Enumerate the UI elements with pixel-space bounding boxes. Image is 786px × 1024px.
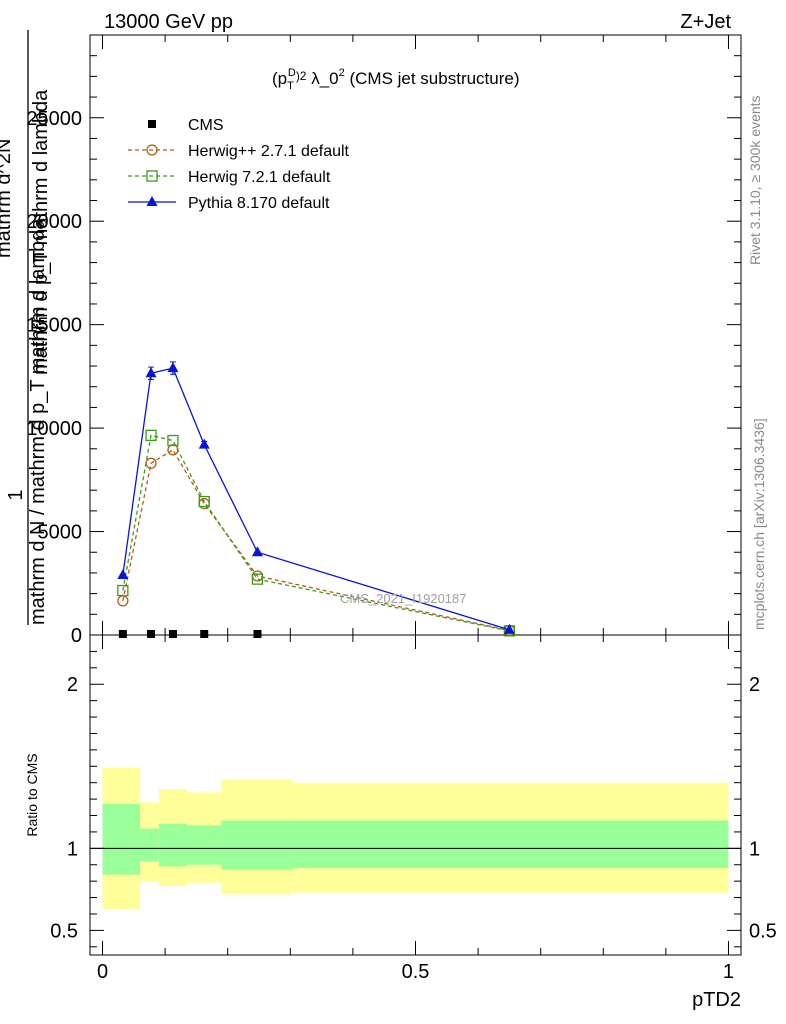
y-tick-label: 15000 — [26, 315, 82, 337]
ratio-tick-label: 1 — [67, 838, 78, 860]
data-point — [118, 630, 127, 638]
ratio-band-inner — [221, 820, 294, 870]
rivet-label: Rivet 3.1.10, ≥ 300k events — [747, 95, 763, 265]
ratio-tick-label-right: 2 — [749, 674, 760, 696]
ratio-tick-label: 2 — [67, 674, 78, 696]
plot-title: (pTD)2 λ_02 (CMS jet substructure) — [272, 67, 520, 92]
data-point — [145, 367, 157, 378]
y-label-top: mathrm d^2N — [0, 139, 15, 258]
data-point — [167, 362, 179, 373]
data-point — [146, 170, 158, 182]
main-y-label: 1 mathrm d N / mathrm d p_T mathrm d lam… — [0, 30, 52, 625]
x-tick-label: 0.5 — [402, 961, 430, 983]
legend-label: CMS — [188, 117, 224, 134]
y-tick-label: 5000 — [38, 522, 83, 544]
ratio-tick-label-right: 1 — [749, 838, 760, 860]
ratio-band-inner — [187, 825, 222, 865]
data-point — [198, 495, 210, 508]
watermark: CMS_2021_I1920187 — [340, 591, 467, 606]
data-point — [146, 144, 158, 156]
data-point — [117, 569, 129, 579]
y-tick-label: 10000 — [26, 418, 82, 440]
main-y-ticks: 0 5000 10000 15000 20000 25000 — [26, 55, 741, 647]
data-point — [167, 444, 179, 456]
y-tick-label: 20000 — [26, 211, 82, 233]
header-left: 13000 GeV pp — [104, 11, 233, 33]
data-point — [145, 429, 157, 441]
series-3 — [117, 361, 515, 634]
data-point — [147, 630, 156, 638]
ratio-y-label: Ratio to CMS — [24, 753, 40, 836]
x-axis-label: pTD2 — [692, 989, 741, 1011]
y-label-top2: mathrm d p_T mathrm d lambda — [30, 89, 52, 375]
x-ticks: 0 0.5 1 — [97, 35, 734, 983]
data-point — [503, 623, 515, 634]
x-tick-label: 0 — [97, 961, 108, 983]
header-right: Z+Jet — [680, 11, 731, 33]
y-label-bottom: mathrm d N / mathrm d p_T mathrm d lambd… — [27, 218, 49, 625]
ratio-band-inner — [293, 820, 729, 869]
ratio-bands — [102, 767, 729, 910]
data-point — [253, 630, 262, 638]
data-point — [117, 584, 129, 597]
data-point — [146, 196, 158, 206]
legend-label: Pythia 8.170 default — [188, 195, 330, 212]
legend: CMS Herwig++ 2.7.1 default Herwig 7.2.1 de… — [128, 117, 350, 212]
data-point — [148, 120, 156, 128]
ratio-y-ticks: 0.5 0.5 1 1 2 2 — [50, 650, 777, 948]
series-0 — [118, 630, 262, 638]
data-point — [198, 438, 210, 449]
series-layer — [117, 361, 516, 638]
legend-label: Herwig 7.2.1 default — [188, 169, 331, 186]
ratio-band-inner — [102, 804, 141, 875]
data-point — [251, 546, 263, 557]
series-line — [122, 434, 510, 632]
data-point — [167, 434, 179, 447]
series-line — [122, 367, 510, 631]
x-tick-label: 1 — [723, 961, 734, 983]
y-label-frac-num: 1 — [5, 489, 27, 500]
data-point — [168, 630, 177, 638]
series-line — [122, 448, 510, 632]
ratio-band-inner — [158, 823, 188, 867]
data-point — [200, 630, 209, 638]
ratio-tick-label: 0.5 — [50, 920, 78, 942]
mcplots-label: mcplots.cern.ch [arXiv:1306.3436] — [751, 418, 767, 630]
y-tick-label: 0 — [71, 625, 82, 647]
y-tick-label: 25000 — [26, 108, 82, 130]
ratio-tick-label-right: 0.5 — [749, 920, 777, 942]
data-point — [251, 573, 264, 585]
series-1 — [117, 444, 516, 637]
ratio-band-inner — [140, 828, 159, 862]
legend-label: Herwig++ 2.7.1 default — [188, 143, 350, 160]
